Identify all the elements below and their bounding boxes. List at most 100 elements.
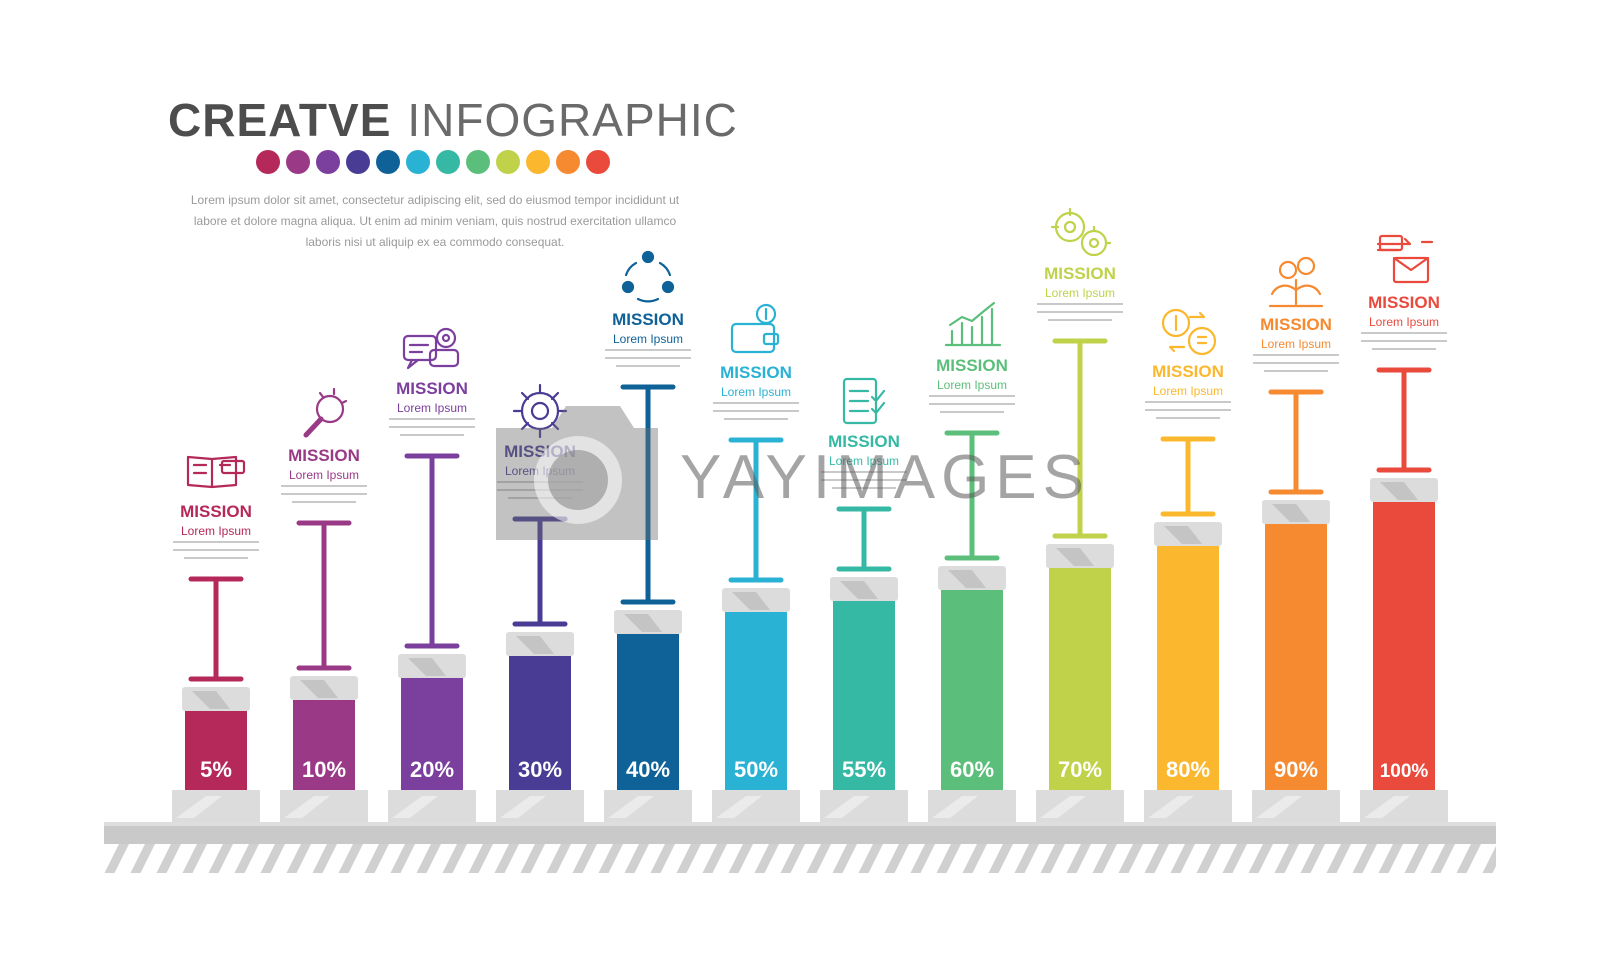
percent-label: 80% <box>1166 757 1210 782</box>
pedestal-shine <box>392 796 438 818</box>
page-title: CREATVE INFOGRAPHIC <box>168 92 738 148</box>
pedestal-shine <box>716 796 762 818</box>
bar-subtitle: Lorem Ipsum <box>829 454 899 468</box>
bar-subtitle: Lorem Ipsum <box>937 378 1007 392</box>
placeholder-text-line <box>173 541 259 543</box>
placeholder-text-line <box>184 557 248 559</box>
placeholder-text-line <box>281 485 367 487</box>
checklist-icon <box>842 377 886 425</box>
placeholder-text-line <box>1253 354 1339 356</box>
bar <box>1373 500 1435 790</box>
bar-title: MISSION <box>1044 264 1116 283</box>
placeholder-text-line <box>605 349 691 351</box>
cap-shade <box>1380 482 1418 500</box>
placeholder-text-line <box>389 426 475 428</box>
palette-dot <box>256 150 280 174</box>
percent-label: 20% <box>410 757 454 782</box>
percent-label: 5% <box>200 757 232 782</box>
placeholder-text-line <box>929 403 1015 405</box>
cap-shade <box>948 570 986 588</box>
percent-label: 100% <box>1380 761 1429 782</box>
placeholder-text-line <box>929 395 1015 397</box>
bar-group: 30% Lorem Ipsum MISSION <box>496 383 584 822</box>
bar <box>293 698 355 790</box>
title-bold: CREATVE <box>168 94 392 146</box>
bar-group: 55% Lorem Ipsum MISSION <box>820 377 908 822</box>
percent-label: 30% <box>518 757 562 782</box>
palette-dot <box>436 150 460 174</box>
color-dots <box>256 150 610 174</box>
cap-shade <box>732 592 770 610</box>
placeholder-text-line <box>1145 401 1231 403</box>
placeholder-text-line <box>821 479 907 481</box>
bar-group: 50% Lorem Ipsum MISSION <box>712 303 800 822</box>
pedestal-shine <box>824 796 870 818</box>
placeholder-text-line <box>821 471 907 473</box>
cap-shade <box>1056 548 1094 566</box>
placeholder-text-line <box>389 418 475 420</box>
cap-shade <box>840 581 878 599</box>
bar-group: 100% Lorem Ipsum MISSION <box>1360 234 1448 822</box>
palette-dot <box>526 150 550 174</box>
placeholder-text-line <box>173 549 259 551</box>
pedestal-shine <box>1256 796 1302 818</box>
growth-chart-icon <box>944 301 1002 347</box>
percent-label: 40% <box>626 757 670 782</box>
pedestal-shine <box>1148 796 1194 818</box>
cap-shade <box>1272 504 1310 522</box>
palette-dot <box>586 150 610 174</box>
cap-shade <box>624 614 662 632</box>
bar <box>185 709 247 790</box>
cap-shade <box>408 658 446 676</box>
bar-group: 10% Lorem Ipsum MISSION <box>280 387 368 822</box>
bar-title: MISSION <box>1368 293 1440 312</box>
placeholder-text-line <box>1048 319 1112 321</box>
bar <box>833 599 895 790</box>
cap-shade <box>516 636 554 654</box>
bar-group: 70% Lorem Ipsum MISSION <box>1036 207 1124 822</box>
bar <box>617 632 679 790</box>
bar-subtitle: Lorem Ipsum <box>1153 384 1223 398</box>
percent-label: 10% <box>302 757 346 782</box>
placeholder-text-line <box>1145 409 1231 411</box>
placeholder-text-line <box>1253 362 1339 364</box>
bar-group: 90% Lorem Ipsum MISSION <box>1252 256 1340 822</box>
bar-group: 5% Lorem Ipsum MISSION <box>172 455 260 822</box>
bar-subtitle: Lorem Ipsum <box>613 332 683 346</box>
placeholder-text-line <box>1037 311 1123 313</box>
bar <box>401 676 463 790</box>
placeholder-text-line <box>1372 348 1436 350</box>
placeholder-text-line <box>713 402 799 404</box>
placeholder-text-line <box>1264 370 1328 372</box>
bar-subtitle: Lorem Ipsum <box>289 468 359 482</box>
bar-group: 20% Lorem Ipsum MISSION <box>388 327 476 822</box>
gears-icon <box>1050 207 1112 257</box>
pedestal-shine <box>932 796 978 818</box>
placeholder-text-line <box>508 497 572 499</box>
money-plant-icon <box>1268 256 1324 308</box>
placeholder-text-line <box>724 418 788 420</box>
floor-hatch <box>104 843 1496 873</box>
wallet-icon <box>730 303 780 354</box>
placeholder-text-line <box>1361 332 1447 334</box>
cap-shade <box>1164 526 1202 544</box>
placeholder-text-line <box>292 501 356 503</box>
bar-title: MISSION <box>720 363 792 382</box>
placeholder-text-line <box>1361 340 1447 342</box>
bar <box>509 654 571 790</box>
pedestal-shine <box>500 796 546 818</box>
palette-dot <box>376 150 400 174</box>
bar-title: MISSION <box>288 446 360 465</box>
magnifier-icon <box>303 387 348 438</box>
bar <box>1157 544 1219 790</box>
bar-subtitle: Lorem Ipsum <box>181 524 251 538</box>
chat-gear-icon <box>402 327 460 370</box>
bar-title: MISSION <box>828 432 900 451</box>
description-text: Lorem ipsum dolor sit amet, consectetur … <box>190 193 680 249</box>
floor-shelf-highlight <box>104 822 1496 826</box>
bar <box>1265 522 1327 790</box>
pedestal-shine <box>608 796 654 818</box>
bar <box>941 588 1003 790</box>
cap-shade <box>300 680 338 698</box>
mail-transfer-icon <box>1376 234 1434 284</box>
